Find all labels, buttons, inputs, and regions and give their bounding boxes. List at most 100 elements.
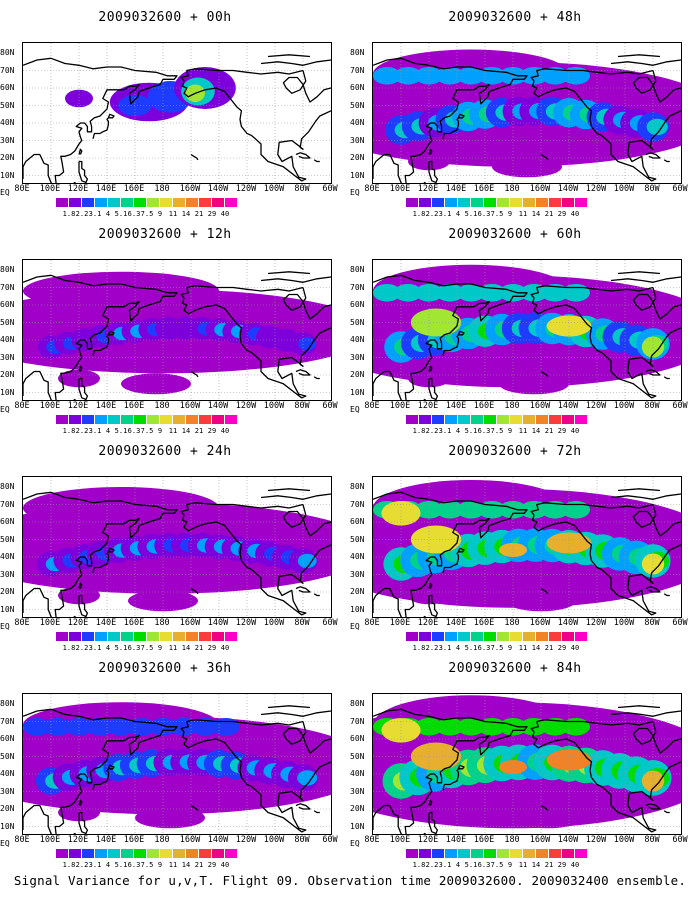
panel-title: 2009032600 + 60h xyxy=(448,227,582,242)
colorbar-tick-label: 29 xyxy=(557,644,567,652)
coastline xyxy=(610,59,681,66)
colorbar-tick-label: 21 xyxy=(544,644,554,652)
colorbar-tick-label: 4 xyxy=(455,861,461,869)
coastline xyxy=(423,181,427,183)
longitude-label: 160E xyxy=(473,184,495,194)
colorbar-tick-label: 9 xyxy=(157,861,163,869)
longitude-label: 160W xyxy=(529,618,551,628)
coastline xyxy=(180,719,331,833)
panel-title: 2009032600 + 48h xyxy=(448,10,582,25)
colorbar-swatch xyxy=(419,415,432,424)
longitude-label: 80W xyxy=(644,618,660,628)
coastline xyxy=(617,54,661,58)
variance-map-2 xyxy=(23,260,331,400)
colorbar-tick-label: 21 xyxy=(194,644,204,652)
coastline xyxy=(92,764,115,790)
variance-contour xyxy=(23,271,219,311)
coastline xyxy=(313,593,320,597)
variance-contour xyxy=(457,718,485,736)
colorbar-swatch xyxy=(95,198,108,207)
longitude-label: 180 xyxy=(504,835,520,845)
colorbar-swatch xyxy=(134,632,147,641)
latitude-label: 30N xyxy=(0,786,15,796)
coastline xyxy=(180,68,331,182)
colorbar-tick-label: 6.3 xyxy=(477,861,491,869)
longitude-label: 80W xyxy=(294,401,310,411)
map-frame xyxy=(22,42,332,184)
forecast-panel: 2009032600 + 12h 80N 70N 60N 50N 40N 30N 20N 10N… xyxy=(0,217,340,435)
variance-contour xyxy=(373,284,401,302)
colorbar-swatch xyxy=(82,849,95,858)
colorbar-tick-label: 21 xyxy=(194,210,204,218)
colorbar-swatch xyxy=(562,415,575,424)
coastline xyxy=(190,587,199,595)
colorbar-tick-label: 21 xyxy=(194,861,204,869)
coastline xyxy=(282,287,331,320)
colorbar-tick-label: 21 xyxy=(544,427,554,435)
colorbar-swatch xyxy=(510,415,523,424)
coastline xyxy=(180,285,331,399)
longitude-label: 160W xyxy=(179,184,201,194)
colorbar-swatch xyxy=(108,632,121,641)
colorbar-swatch xyxy=(160,415,173,424)
longitude-label: 80W xyxy=(644,401,660,411)
colorbar-tick-label: 9 xyxy=(507,644,513,652)
colorbar-tick-label: 29 xyxy=(207,210,217,218)
colorbar-swatch xyxy=(225,632,238,641)
colorbar-tick-label: 14 xyxy=(181,644,191,652)
variance-contour xyxy=(499,373,569,395)
longitude-label: 140W xyxy=(557,401,579,411)
coastline xyxy=(645,586,661,593)
latitude-label: 30N xyxy=(350,352,365,362)
latitude-label: 40N xyxy=(0,769,15,778)
longitude-label: 80W xyxy=(644,184,660,194)
longitude-label: 120W xyxy=(585,835,607,845)
forecast-panel: 2009032600 + 36h 80N 70N 60N 50N 40N 30N 20N 10N… xyxy=(0,651,340,869)
longitude-label: 100W xyxy=(613,835,635,845)
latitude-label: 60N xyxy=(350,517,365,526)
variance-contour xyxy=(415,284,443,302)
latitude-label: 40N xyxy=(0,552,15,561)
latitude-label: 80N xyxy=(0,482,15,491)
longitude-label: 80E xyxy=(364,401,380,411)
figure-caption: Signal Variance for u,v,T. Flight 09. Ob… xyxy=(13,873,687,888)
coastline xyxy=(442,547,465,573)
variance-contour xyxy=(394,284,422,302)
longitude-label: 100W xyxy=(263,184,285,194)
colorbar xyxy=(56,849,238,858)
coastline xyxy=(428,799,433,806)
latitude-label: 20N xyxy=(350,587,365,596)
coastline xyxy=(423,615,427,617)
forecast-panel: 2009032600 + 00h 80N 70N 60N 50N 40N 30N 20N 10N… xyxy=(0,0,340,218)
variance-contour xyxy=(23,718,51,736)
longitude-label: 180 xyxy=(154,401,170,411)
latitude-label: 10N xyxy=(350,387,365,397)
colorbar-tick-label: 40 xyxy=(570,861,580,869)
latitude-label: 50N xyxy=(350,317,365,327)
colorbar-swatch xyxy=(186,198,199,207)
colorbar-tick-label: 1.8 xyxy=(412,861,426,869)
variance-contour xyxy=(513,807,583,829)
colorbar-tick-label: 4 xyxy=(455,644,461,652)
coastline xyxy=(267,54,311,58)
colorbar-swatch xyxy=(549,198,562,207)
colorbar-swatch xyxy=(147,415,160,424)
coastline xyxy=(78,365,83,372)
colorbar-tick-label: 3.1 xyxy=(438,427,452,435)
latitude-label: 10N xyxy=(0,387,15,397)
variance-map-0 xyxy=(23,43,331,183)
colorbar-tick-label: 1.8 xyxy=(62,210,76,218)
coastline xyxy=(663,810,670,814)
longitude-label: 160W xyxy=(179,401,201,411)
latitude-label: 40N xyxy=(350,335,365,344)
variance-contour xyxy=(562,67,590,85)
forecast-panel: 2009032600 + 72h 80N 70N 60N 50N 40N 30N 20N 10N… xyxy=(350,434,690,652)
coastline xyxy=(373,708,528,834)
variance-contour xyxy=(191,718,219,736)
variance-contour xyxy=(499,67,527,85)
colorbar-tick-label: 1.8 xyxy=(412,644,426,652)
longitude-label: 80E xyxy=(14,835,30,845)
coastline xyxy=(295,369,311,376)
forecast-panel: 2009032600 + 60h 80N 70N 60N 50N 40N 30N 20N 10N… xyxy=(350,217,690,435)
variance-map-6 xyxy=(23,694,331,834)
